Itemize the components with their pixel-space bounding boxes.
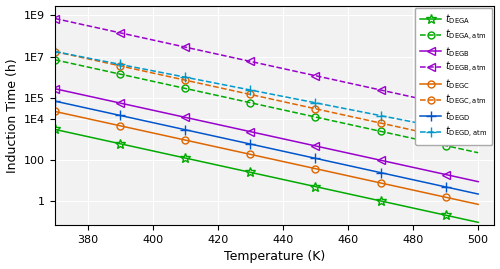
Y-axis label: Induction Time (h): Induction Time (h)	[6, 58, 18, 173]
Legend: $t_{\mathrm{DEGA}}$, $t_{\mathrm{DEGA,atm}}$, $t_{\mathrm{DEGB}}$, $t_{\mathrm{D: $t_{\mathrm{DEGA}}$, $t_{\mathrm{DEGA,at…	[415, 8, 492, 145]
X-axis label: Temperature (K): Temperature (K)	[224, 250, 326, 263]
